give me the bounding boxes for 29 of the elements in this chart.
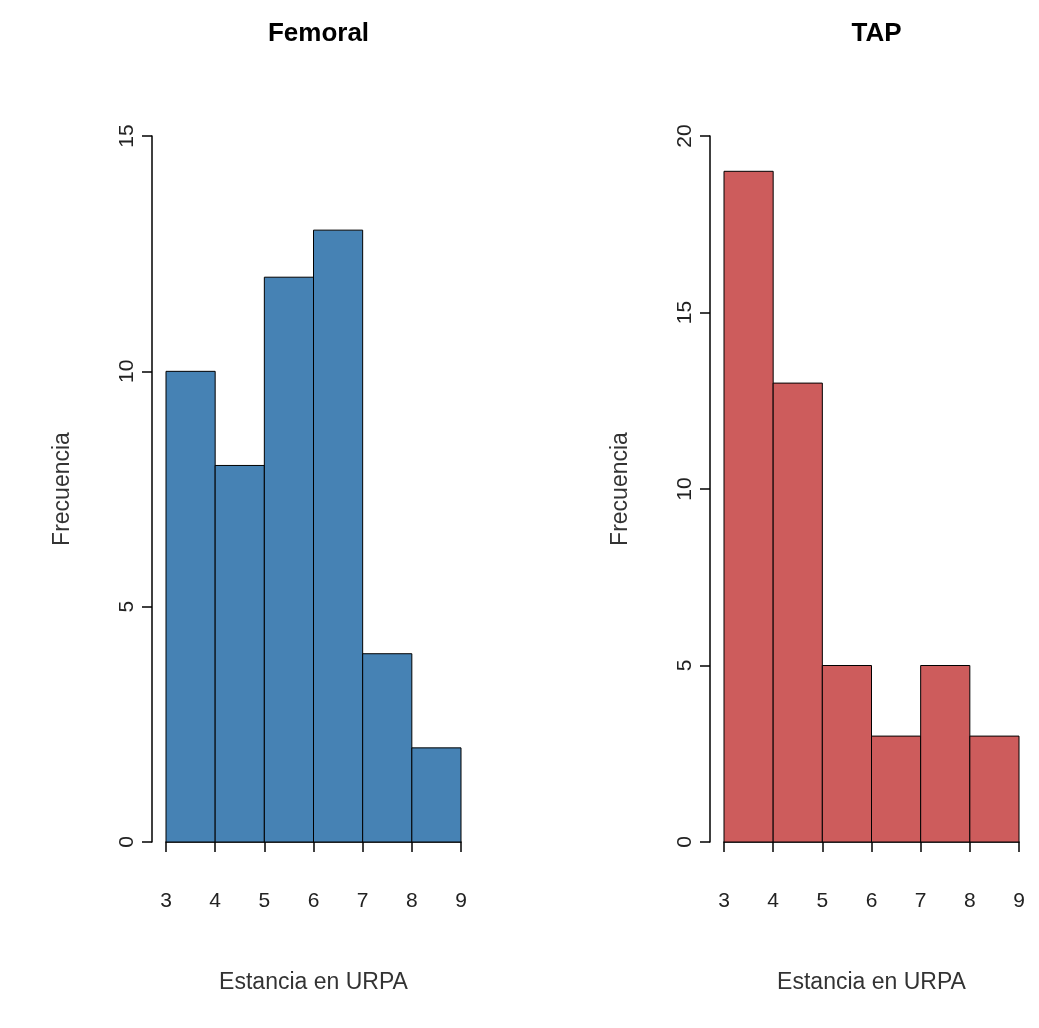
y-tick-label: 15 [114, 124, 137, 148]
x-tick-label: 6 [307, 888, 320, 911]
y-tick-label: 10 [114, 359, 137, 384]
y-tick-label: 15 [672, 300, 695, 325]
x-tick-label: 3 [718, 888, 730, 911]
x-tick-label: 7 [356, 888, 369, 911]
x-tick-label: 9 [1013, 888, 1025, 911]
y-tick-label: 0 [672, 836, 695, 848]
chart-title: Femoral [267, 17, 370, 47]
y-tick-label: 10 [672, 477, 695, 501]
x-tick-label: 9 [455, 888, 467, 911]
chart-title: TAP [851, 17, 902, 47]
x-tick-label: 8 [405, 888, 418, 911]
x-tick-label: 5 [816, 888, 829, 911]
y-axis-title: Frecuencia [605, 431, 632, 546]
y-tick-label: 5 [114, 600, 137, 613]
x-tick-label: 6 [865, 888, 878, 911]
x-axis-title: Estancia en URPA [219, 967, 409, 994]
x-tick-label: 7 [914, 888, 927, 911]
x-tick-label: 3 [160, 888, 172, 911]
y-tick-label: 0 [114, 836, 137, 848]
y-axis-title: Frecuencia [47, 431, 74, 546]
x-axis-title: Estancia en URPA [777, 967, 967, 994]
x-tick-label: 4 [209, 888, 222, 911]
x-tick-label: 8 [963, 888, 976, 911]
y-tick-label: 20 [672, 124, 695, 148]
x-tick-label: 5 [258, 888, 271, 911]
y-tick-label: 5 [672, 659, 695, 672]
x-tick-label: 4 [767, 888, 780, 911]
